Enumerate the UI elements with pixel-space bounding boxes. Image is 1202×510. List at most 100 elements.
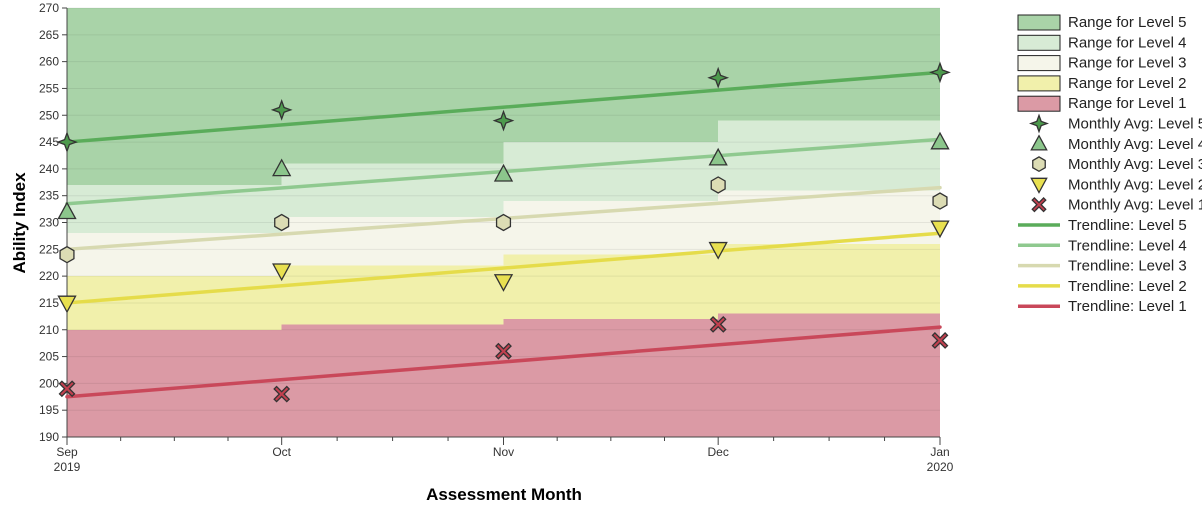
range-band-level-1 [503,319,719,437]
y-tick-label: 215 [39,296,59,310]
marker-triangle-up [272,158,292,177]
legend-label: Trendline: Level 3 [1068,258,1187,275]
marker-x [273,385,291,403]
marker-star4 [707,66,730,89]
marker-x [495,342,512,360]
marker-hexagon [274,213,290,232]
range-band-level-4 [67,184,282,234]
range-band-level-4 [718,120,940,191]
y-tick-label: 245 [39,135,59,149]
legend-label: Trendline: Level 4 [1068,237,1187,254]
range-band-level-4 [503,142,719,202]
legend-label: Trendline: Level 5 [1068,217,1187,234]
monthly-avg-markers [56,61,951,403]
y-tick-label: 260 [39,55,59,69]
legend-swatch [1017,75,1061,92]
legend-marker-triangle-up [1030,134,1048,151]
range-band-level-5 [67,8,282,185]
range-band-level-1 [281,324,504,437]
marker-hexagon [710,176,726,194]
range-band-level-3 [67,233,282,277]
y-tick-label: 210 [39,323,59,337]
legend-label: Monthly Avg: Level 4 [1068,136,1202,153]
marker-triangle-down [493,274,514,292]
x-tick-label: Sep [56,445,78,459]
y-tick-label: 205 [39,350,59,364]
y-tick-label: 235 [39,189,59,203]
range-band-level-2 [718,243,940,314]
marker-triangle-down [272,263,292,282]
legend-label: Trendline: Level 1 [1068,298,1187,315]
legend-label: Range for Level 3 [1068,55,1186,72]
y-tick-label: 265 [39,28,59,42]
x-axis-title: Assessment Month [426,485,582,504]
legend-label: Trendline: Level 2 [1068,278,1187,295]
y-tick-label: 270 [39,1,59,15]
marker-triangle-down [57,295,77,314]
x-tick-label: Oct [272,445,291,459]
range-band-level-5 [718,8,940,121]
y-tick-label: 190 [39,430,59,444]
range-band-level-4 [281,163,504,218]
legend-marker-hexagon [1032,156,1046,173]
marker-star4 [56,131,78,153]
range-band-level-3 [503,201,719,255]
range-band-level-2 [281,265,504,325]
y-tick-label: 200 [39,376,59,390]
marker-star4 [270,98,293,121]
x-tick-label: Dec [708,445,729,459]
y-tick-label: 230 [39,216,59,230]
legend-swatch [1017,55,1061,72]
x-tick-year-label: 2019 [54,460,81,474]
legend-swatch [1017,95,1061,112]
legend-label: Range for Level 5 [1068,14,1186,31]
legend-label: Monthly Avg: Level 5 [1068,116,1202,133]
range-band-level-1 [718,313,940,437]
range-band-level-3 [281,217,504,266]
marker-triangle-up [493,163,514,182]
legend-label: Range for Level 1 [1068,95,1186,112]
marker-hexagon [495,213,512,232]
legend-swatch [1017,14,1061,31]
trendline-level-2 [65,231,942,305]
legend-marker-triangle-down [1030,177,1048,194]
x-tick-year-label: 2020 [927,460,954,474]
marker-x [58,380,76,398]
y-tick-label: 250 [39,108,59,122]
x-tick-label: Nov [493,445,514,459]
range-band-level-2 [67,276,282,330]
legend-label: Range for Level 4 [1068,34,1186,51]
marker-triangle-up [930,131,950,150]
legend-label: Monthly Avg: Level 3 [1068,156,1202,173]
marker-hexagon [932,192,948,210]
range-band-level-5 [281,8,504,164]
legend-marker-x [1031,197,1047,213]
marker-hexagon [59,245,75,264]
trendline-level-5 [65,70,942,144]
y-tick-label: 195 [39,403,59,417]
y-tick-label: 225 [39,242,59,256]
y-tick-label: 255 [39,81,59,95]
marker-triangle-up [708,147,728,166]
y-tick-label: 220 [39,269,59,283]
axes: 190 195 200 205 210 215 220 225 230 235 240 245 250 2… [39,1,954,474]
trendline-level-1 [65,325,942,399]
legend-label: Range for Level 2 [1068,75,1186,92]
range-band-level-5 [503,8,719,143]
marker-triangle-down [930,220,950,239]
marker-star4 [929,61,951,84]
marker-star4 [492,109,515,132]
marker-x [709,315,727,333]
marker-triangle-up [57,201,77,220]
y-tick-label: 240 [39,162,59,176]
legend: Range for Level 5 Range for Level 4 Range … [1017,14,1202,315]
marker-x [931,332,949,349]
legend-label: Monthly Avg: Level 2 [1068,176,1202,193]
x-tick-label: Jan [930,445,949,459]
marker-triangle-down [708,241,728,260]
y-axis-title: Ability Index [10,172,29,274]
legend-swatch [1017,34,1061,51]
legend-label: Monthly Avg: Level 1 [1068,197,1202,214]
legend-marker-star4 [1028,113,1050,134]
